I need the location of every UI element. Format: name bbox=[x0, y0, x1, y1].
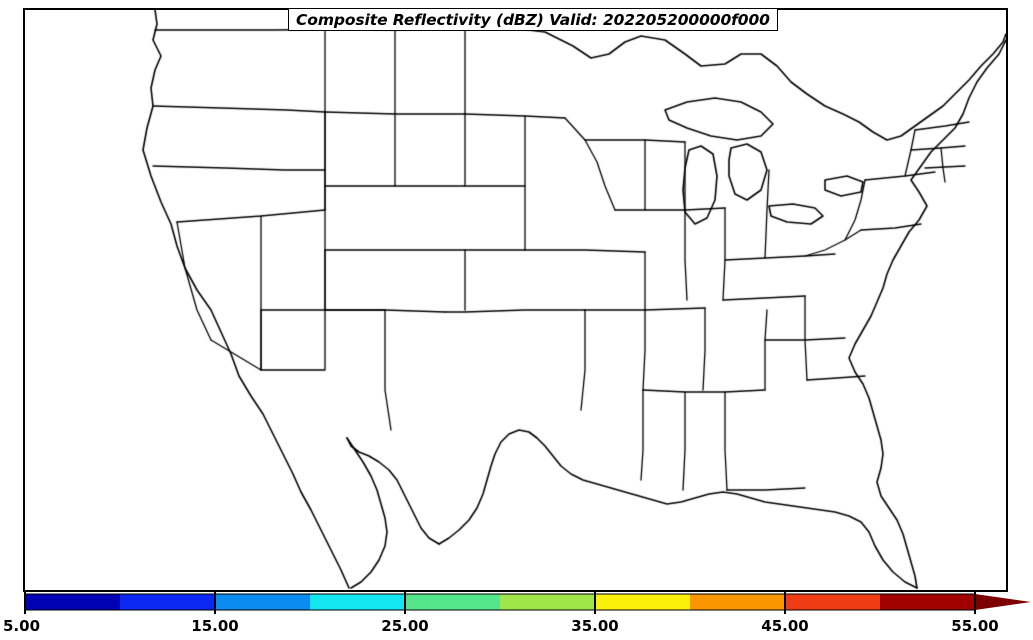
colorbar-tick-labels: 5.00 15.00 25.00 35.00 45.00 55.00 bbox=[3, 617, 999, 635]
colorbar-tick-label: 55.00 bbox=[951, 617, 998, 635]
page-title: Composite Reflectivity (dBZ) Valid: 2022… bbox=[296, 10, 770, 29]
colorbar-band bbox=[785, 594, 880, 610]
radar-reflectivity-canvas[interactable] bbox=[25, 10, 1006, 590]
map-panel[interactable] bbox=[23, 8, 1008, 592]
colorbar-band bbox=[405, 594, 500, 610]
colorbar-ticks bbox=[24, 592, 976, 614]
colorbar-band bbox=[25, 594, 120, 610]
colorbar-tick-label: 15.00 bbox=[191, 617, 238, 635]
colorbar-svg: 5.00 15.00 25.00 35.00 45.00 55.00 bbox=[3, 592, 1031, 635]
map-title-box: Composite Reflectivity (dBZ) Valid: 2022… bbox=[288, 8, 778, 31]
colorbar-band bbox=[880, 594, 975, 610]
colorbar-tick-label: 45.00 bbox=[761, 617, 808, 635]
colorbar-bands bbox=[24, 593, 1031, 611]
colorbar-tick-label: 5.00 bbox=[3, 617, 40, 635]
colorbar: 5.00 15.00 25.00 35.00 45.00 55.00 bbox=[0, 592, 1033, 640]
colorbar-band bbox=[120, 594, 215, 610]
colorbar-overflow-arrow bbox=[975, 594, 1031, 610]
colorbar-band bbox=[500, 594, 595, 610]
colorbar-band bbox=[215, 594, 310, 610]
colorbar-band bbox=[690, 594, 785, 610]
colorbar-tick-label: 35.00 bbox=[571, 617, 618, 635]
colorbar-band bbox=[595, 594, 690, 610]
colorbar-tick-label: 25.00 bbox=[381, 617, 428, 635]
colorbar-band bbox=[310, 594, 405, 610]
